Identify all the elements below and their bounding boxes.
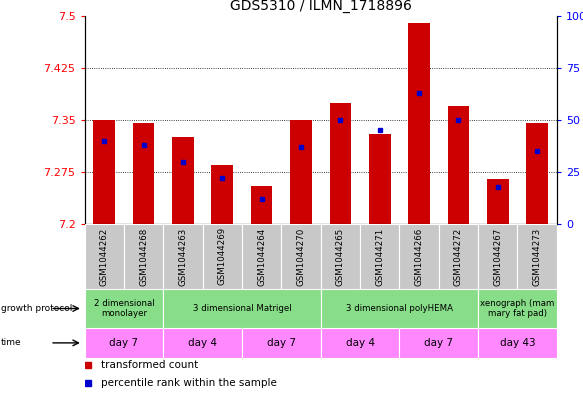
Text: day 4: day 4 <box>188 338 217 348</box>
Bar <box>526 123 548 224</box>
Text: GSM1044265: GSM1044265 <box>336 227 345 286</box>
Bar <box>124 224 163 289</box>
Text: GSM1044266: GSM1044266 <box>415 227 423 286</box>
Text: GSM1044264: GSM1044264 <box>257 227 266 286</box>
Text: day 7: day 7 <box>110 338 138 348</box>
Text: 3 dimensional Matrigel: 3 dimensional Matrigel <box>192 304 292 313</box>
Bar <box>518 224 557 289</box>
Text: GSM1044270: GSM1044270 <box>297 227 305 286</box>
Text: time: time <box>1 338 22 347</box>
Bar <box>478 289 557 328</box>
Bar <box>93 120 115 224</box>
Bar <box>369 134 391 224</box>
Bar <box>360 224 399 289</box>
Bar <box>85 328 163 358</box>
Text: day 7: day 7 <box>267 338 296 348</box>
Text: percentile rank within the sample: percentile rank within the sample <box>101 378 277 388</box>
Text: GSM1044271: GSM1044271 <box>375 227 384 286</box>
Bar <box>399 328 478 358</box>
Text: day 4: day 4 <box>346 338 374 348</box>
Text: 3 dimensional polyHEMA: 3 dimensional polyHEMA <box>346 304 453 313</box>
Bar <box>438 224 478 289</box>
Bar <box>290 120 312 224</box>
Text: day 43: day 43 <box>500 338 535 348</box>
Text: GSM1044267: GSM1044267 <box>493 227 502 286</box>
Bar <box>448 106 469 224</box>
Text: GSM1044268: GSM1044268 <box>139 227 148 286</box>
Bar <box>163 328 242 358</box>
Title: GDS5310 / ILMN_1718896: GDS5310 / ILMN_1718896 <box>230 0 412 13</box>
Bar <box>282 224 321 289</box>
Bar <box>242 224 282 289</box>
Text: GSM1044273: GSM1044273 <box>533 227 542 286</box>
Bar <box>478 224 518 289</box>
Bar <box>163 224 203 289</box>
Bar <box>85 289 163 328</box>
Bar <box>85 224 124 289</box>
Bar <box>399 224 439 289</box>
Text: GSM1044263: GSM1044263 <box>178 227 187 286</box>
Bar <box>163 289 321 328</box>
Bar <box>329 103 351 224</box>
Bar <box>478 328 557 358</box>
Text: xenograph (mam
mary fat pad): xenograph (mam mary fat pad) <box>480 299 554 318</box>
Text: transformed count: transformed count <box>101 360 198 371</box>
Text: GSM1044269: GSM1044269 <box>218 228 227 285</box>
Bar <box>251 186 272 224</box>
Text: GSM1044272: GSM1044272 <box>454 227 463 286</box>
Bar <box>242 328 321 358</box>
Text: day 7: day 7 <box>424 338 453 348</box>
Text: 2 dimensional
monolayer: 2 dimensional monolayer <box>94 299 154 318</box>
Text: GSM1044262: GSM1044262 <box>100 227 108 286</box>
Bar <box>172 137 194 224</box>
Bar <box>408 23 430 224</box>
Bar <box>212 165 233 224</box>
Bar <box>321 328 399 358</box>
Bar <box>133 123 154 224</box>
Bar <box>321 289 478 328</box>
Bar <box>321 224 360 289</box>
Bar <box>487 179 508 224</box>
Bar <box>203 224 242 289</box>
Text: growth protocol: growth protocol <box>1 304 72 313</box>
